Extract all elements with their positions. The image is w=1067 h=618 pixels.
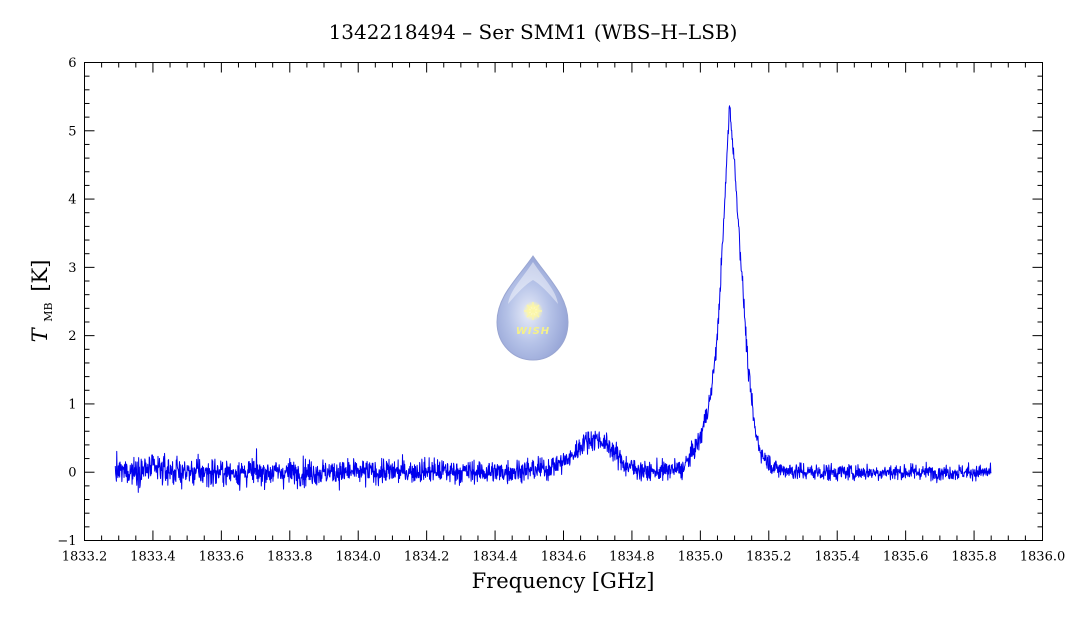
y-tick-labels: −1 0 1 2 3 4 5 6: [57, 56, 76, 549]
y-tick-label: 3: [68, 261, 76, 276]
x-tick-labels: 1833.2 1833.4 1833.6 1833.8 1834.0 1834.2 1834…: [62, 550, 1066, 565]
water-drop-logo-icon: WISH: [496, 255, 569, 361]
x-tick-label: 1836.0: [1020, 550, 1066, 565]
x-axis-label: Frequency [GHz]: [472, 569, 655, 593]
x-tick-label: 1835.0: [678, 550, 724, 565]
x-tick-label: 1834.4: [472, 550, 518, 565]
x-tick-label: 1834.2: [404, 550, 450, 565]
x-tick-label: 1833.6: [199, 550, 245, 565]
x-tick-label: 1833.4: [130, 550, 176, 565]
x-tick-label: 1835.8: [951, 550, 997, 565]
x-tick-label: 1835.6: [883, 550, 929, 565]
star-icon: [524, 302, 542, 320]
y-axis-label: T MB [K]: [28, 260, 57, 343]
x-tick-label: 1835.4: [814, 550, 860, 565]
y-tick-label: 6: [68, 56, 76, 71]
spectrum-line: [114, 105, 992, 493]
y-axis-label-sub: MB: [42, 302, 55, 321]
y-tick-label: −1: [57, 534, 76, 549]
x-tick-label: 1834.6: [541, 550, 587, 565]
logo-text: WISH: [516, 326, 550, 337]
plot-frame: [84, 62, 1043, 541]
x-tick-label: 1833.8: [267, 550, 313, 565]
x-tick-label: 1833.2: [62, 550, 108, 565]
y-tick-label: 1: [68, 397, 76, 412]
y-axis-label-main: T: [28, 326, 52, 342]
x-tick-label: 1834.8: [609, 550, 655, 565]
y-tick-label: 5: [68, 124, 76, 139]
chart-title: 1342218494 – Ser SMM1 (WBS–H–LSB): [329, 20, 738, 44]
y-tick-label: 2: [68, 329, 76, 344]
y-tick-label: 0: [68, 466, 76, 481]
y-tick-label: 4: [68, 193, 76, 208]
x-tick-label: 1834.0: [335, 550, 381, 565]
x-tick-label: 1835.2: [746, 550, 792, 565]
y-axis-label-unit: [K]: [28, 260, 52, 292]
svg-text:T MB [K]: T MB [K]: [28, 260, 57, 343]
